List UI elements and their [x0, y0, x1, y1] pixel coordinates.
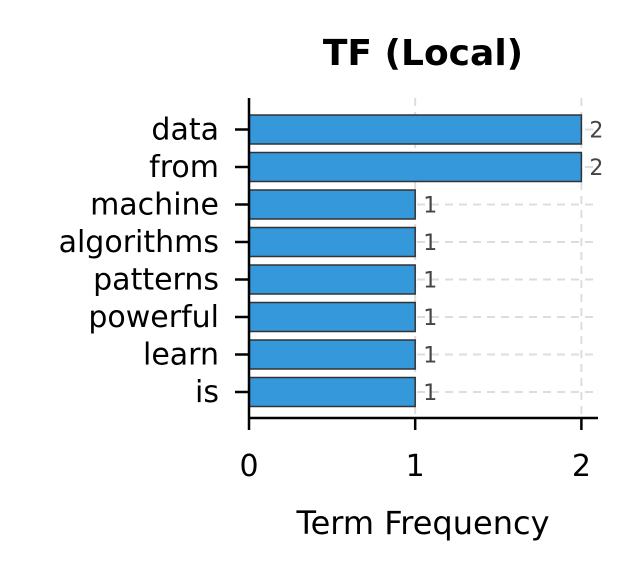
y-tick-label-powerful: powerful — [88, 300, 219, 335]
bars — [248, 114, 583, 408]
y-tick-label-from: from — [149, 150, 219, 185]
data-labels: 2 2 1 1 1 1 1 1 — [423, 119, 603, 407]
x-ticks: 0 1 2 — [239, 418, 591, 484]
bar-patterns — [248, 264, 416, 295]
x-tick-label: 0 — [239, 449, 258, 484]
bar-machine — [248, 189, 416, 220]
data-label-data: 2 — [589, 119, 603, 144]
x-axis-label: Term Frequency — [295, 504, 549, 542]
chart-title: TF (Local) — [323, 33, 523, 74]
y-tick-label-algorithms: algorithms — [59, 225, 219, 260]
data-label-algorithms: 1 — [423, 231, 437, 256]
data-label-learn: 1 — [423, 344, 437, 369]
y-ticks: datafrommachinealgorithmspatternspowerfu… — [59, 113, 249, 410]
data-label-is: 1 — [423, 381, 437, 406]
x-tick-label: 2 — [572, 449, 591, 484]
y-tick-label-learn: learn — [143, 338, 219, 373]
bar-from — [248, 151, 583, 183]
axes — [247, 98, 598, 420]
bar-powerful — [248, 301, 416, 333]
data-label-from: 2 — [589, 156, 603, 181]
y-tick-label-patterns: patterns — [93, 263, 219, 298]
bar-data — [248, 114, 583, 145]
data-label-patterns: 1 — [423, 269, 437, 294]
x-tick-label: 1 — [406, 449, 425, 484]
data-label-powerful: 1 — [423, 306, 437, 331]
y-tick-label-machine: machine — [90, 188, 219, 223]
bar-algorithms — [248, 226, 416, 258]
bar-is — [248, 376, 416, 408]
bar-learn — [248, 339, 416, 370]
y-tick-label-data: data — [151, 113, 219, 148]
y-tick-label-is: is — [195, 375, 219, 410]
data-label-machine: 1 — [423, 194, 437, 219]
grid-lines — [248, 98, 598, 418]
